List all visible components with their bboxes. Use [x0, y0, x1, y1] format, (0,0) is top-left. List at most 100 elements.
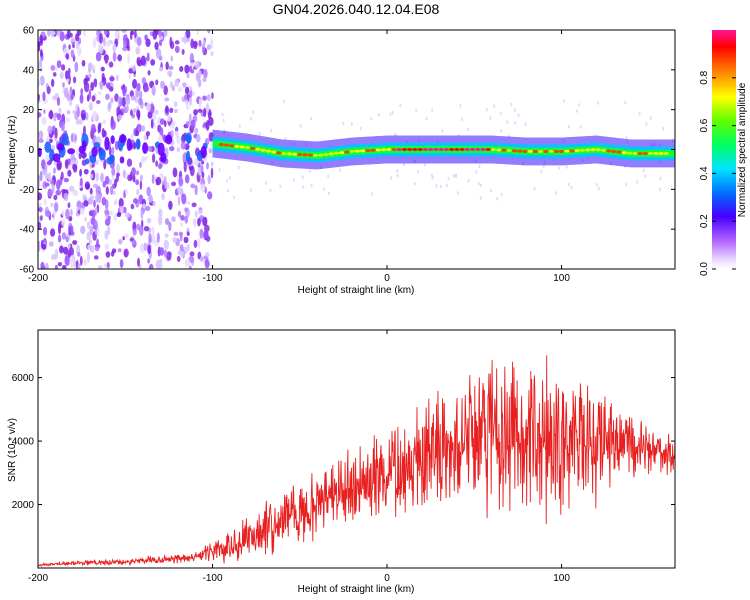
signal-hotspot: [564, 149, 570, 153]
heatmap-noise-cell: [127, 53, 130, 64]
heatmap-noise-cell: [93, 78, 98, 88]
heatmap-noise-cell: [153, 30, 160, 35]
heatmap-noise-cell: [179, 65, 184, 72]
heatmap-noise-cell: [136, 188, 140, 196]
signal-hotspot: [386, 148, 392, 151]
heatmap-noise-cell: [189, 90, 193, 98]
signal-hotspot: [595, 148, 601, 152]
heatmap-noise-cell: [205, 120, 210, 131]
heatmap-noise-cell: [168, 65, 174, 70]
heatmap-noise-cell: [72, 76, 77, 84]
heatmap-noise-cell: [56, 60, 62, 68]
heatmap-noise-cell: [403, 162, 406, 167]
heatmap-noise-cell: [170, 41, 175, 50]
signal-hotspot: [611, 149, 617, 153]
heatmap-noise-cell: [152, 111, 157, 121]
heatmap-noise-cell: [91, 146, 98, 157]
heatmap-noise-cell: [180, 250, 185, 258]
heatmap-noise-cell: [177, 186, 182, 195]
heatmap-noise-cell: [126, 158, 133, 167]
x-tick-label: -100: [203, 273, 223, 284]
heatmap-noise-cell: [129, 90, 135, 98]
heatmap-noise-cell: [139, 161, 142, 169]
signal-hotspot: [501, 148, 507, 152]
signal-hotspot: [234, 144, 240, 148]
heatmap-noise-cell: [92, 37, 97, 48]
heatmap-noise-cell: [183, 236, 189, 244]
signal-hotspot: [642, 151, 648, 155]
heatmap-noise-cell: [93, 199, 96, 208]
heatmap-noise-cell: [339, 168, 342, 172]
heatmap-noise-cell: [184, 215, 189, 224]
signal-hotspot: [569, 149, 575, 153]
heatmap-noise-cell: [86, 221, 91, 229]
signal-hotspot: [627, 151, 633, 155]
heatmap-noise-cell: [310, 116, 313, 121]
heatmap-noise-cell: [88, 102, 93, 111]
heatmap-noise-cell: [97, 42, 102, 50]
heatmap-noise-cell: [92, 183, 99, 189]
heatmap-noise-cell: [44, 164, 48, 170]
heatmap-noise-cell: [143, 85, 150, 92]
heatmap-noise-cell: [44, 169, 48, 181]
colorbar-tick-label: 0.6: [699, 118, 710, 132]
heatmap-noise-cell: [139, 174, 143, 182]
snr-frame: [37, 329, 676, 569]
heatmap-noise-cell: [359, 126, 362, 131]
heatmap-noise-cell: [479, 196, 482, 201]
heatmap-noise-cell: [72, 240, 78, 245]
heatmap-noise-cell: [415, 108, 418, 113]
signal-hotspot: [380, 148, 387, 152]
heatmap-noise-cell: [79, 207, 85, 215]
signal-hotspot: [271, 150, 277, 154]
heatmap-noise-cell: [84, 158, 90, 165]
heatmap-noise-cell: [81, 59, 86, 67]
heatmap-noise-cell: [206, 162, 209, 170]
heatmap-noise-cell: [439, 184, 442, 189]
heatmap-noise-cell: [222, 118, 225, 123]
heatmap-noise-cell: [49, 228, 56, 237]
heatmap-noise-cell: [198, 97, 202, 109]
heatmap-noise-cell: [44, 262, 49, 269]
heatmap-noise-cell: [57, 234, 62, 243]
heatmap-noise-cell: [95, 185, 101, 196]
heatmap-noise-cell: [597, 186, 600, 191]
heatmap-noise-cell: [203, 107, 207, 118]
heatmap-noise-cell: [89, 173, 94, 179]
signal-hotspot: [302, 153, 308, 157]
heatmap-noise-cell: [70, 37, 76, 43]
heatmap-noise-cell: [238, 124, 241, 128]
heatmap-noise-cell: [184, 64, 190, 74]
heatmap-noise-cell: [43, 109, 46, 114]
heatmap-noise-cell: [52, 30, 56, 36]
heatmap-noise-cell: [56, 163, 62, 171]
heatmap-noise-cell: [132, 198, 138, 204]
heatmap-noise-cell: [80, 88, 84, 96]
heatmap-noise-cell: [183, 161, 187, 173]
heatmap-noise-cell: [87, 251, 90, 263]
heatmap-noise-cell: [43, 198, 47, 206]
heatmap-noise-cell: [108, 61, 114, 68]
heatmap-noise-cell: [441, 129, 444, 133]
heatmap-noise-cell: [53, 202, 59, 213]
heatmap-noise-cell: [53, 113, 57, 122]
heatmap-noise-cell: [185, 105, 190, 110]
heatmap-noise-cell: [350, 122, 353, 126]
signal-hotspot: [517, 149, 523, 153]
heatmap-noise-cell: [378, 112, 381, 117]
heatmap-noise-cell: [140, 156, 146, 164]
heatmap-noise-cell: [85, 74, 89, 79]
heatmap-noise-cell: [186, 231, 190, 236]
heatmap-noise-cell: [118, 197, 124, 208]
heatmap-noise-cell: [106, 156, 114, 165]
heatmap-noise-cell: [447, 177, 450, 181]
heatmap-noise-cell: [75, 118, 81, 125]
heatmap-noise-cell: [54, 127, 58, 139]
heatmap-noise-cell: [155, 48, 162, 59]
heatmap-noise-cell: [132, 78, 138, 89]
heatmap-noise-cell: [165, 134, 173, 145]
signal-hotspot: [490, 148, 497, 152]
heatmap-noise-cell: [119, 97, 123, 107]
heatmap-noise-cell: [165, 218, 170, 226]
heatmap-noise-cell: [57, 223, 62, 235]
